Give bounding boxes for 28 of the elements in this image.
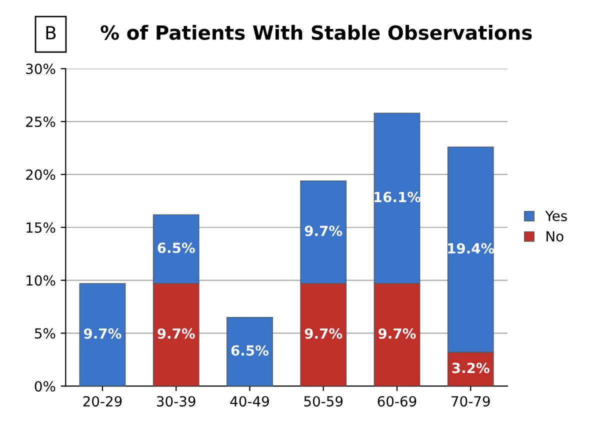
legend-label: Yes	[545, 210, 567, 222]
x-tick-label: 20-29	[83, 396, 122, 407]
x-tick-label: 70-79	[452, 396, 490, 407]
data-label: 9.7%	[378, 328, 416, 339]
y-tick-label: 30%	[26, 64, 56, 74]
legend-label: No	[546, 231, 564, 242]
y-tick-label: 10%	[26, 275, 56, 286]
data-label: 9.7%	[304, 328, 342, 339]
x-tick-label: 60-69	[378, 396, 416, 407]
y-tick-label: 25%	[26, 116, 56, 128]
chart-title: % of Patients With Stable Observations	[100, 24, 532, 40]
data-label: 9.7%	[158, 328, 195, 339]
bar	[79, 283, 126, 386]
data-label: 3.2%	[452, 362, 490, 374]
y-tick-label: 0%	[34, 381, 56, 392]
data-label: 9.7%	[304, 226, 342, 236]
data-label: 6.5%	[158, 242, 195, 254]
y-tick-label: 15%	[26, 222, 56, 233]
x-tick-label: 40-49	[230, 396, 269, 407]
y-tick-label: 20%	[26, 169, 56, 180]
data-label: 19.4%	[448, 243, 494, 254]
bar	[226, 316, 273, 386]
y-tick-label: 5%	[34, 328, 56, 339]
x-tick-label: 30-39	[156, 396, 196, 407]
text: B	[46, 26, 56, 40]
data-label: 9.7%	[84, 328, 122, 339]
x-tick-label: 50-59	[304, 396, 343, 407]
data-label: 6.5%	[231, 345, 269, 356]
